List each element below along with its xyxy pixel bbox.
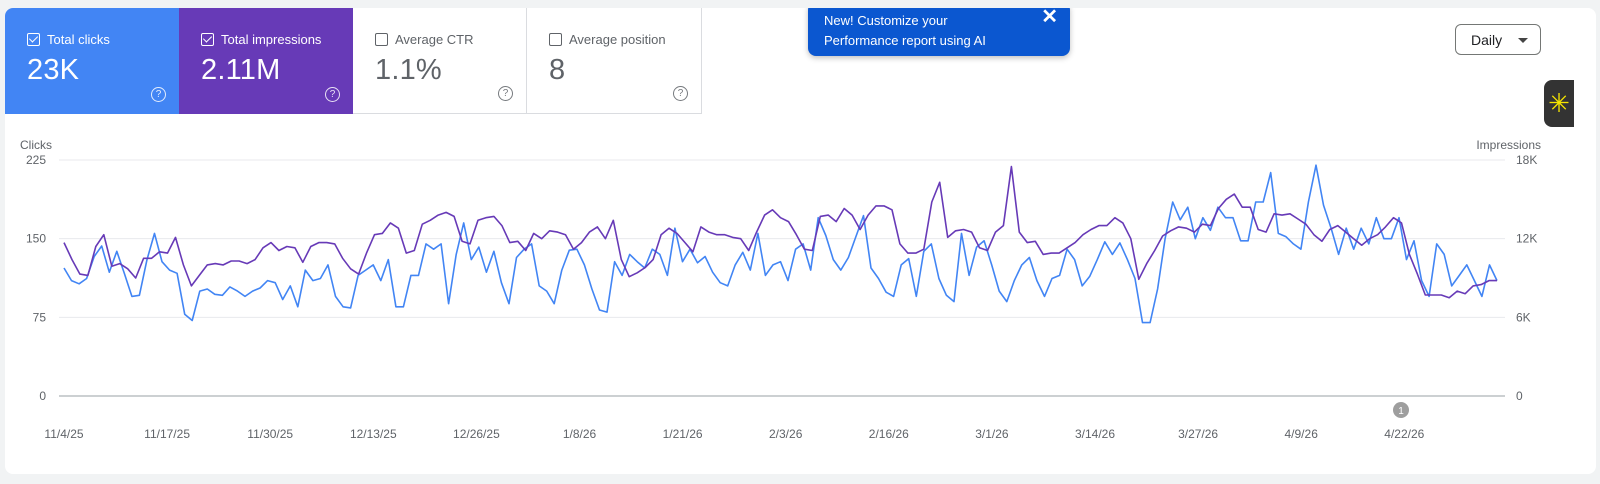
x-axis-tick-label: 3/1/26	[975, 427, 1009, 441]
x-axis-tick-label: 3/27/26	[1178, 427, 1218, 441]
checkbox-checked-icon[interactable]	[201, 32, 214, 46]
right-axis-title: Impressions	[1476, 138, 1541, 152]
series-line-clicks	[63, 164, 1498, 324]
metric-card-average-ctr[interactable]: Average CTR 1.1% ?	[353, 8, 527, 114]
help-icon[interactable]: ?	[151, 87, 166, 102]
x-axis-tick-label: 4/22/26	[1384, 427, 1424, 441]
metric-value: 8	[549, 54, 566, 86]
x-axis-tick-label: 12/13/25	[350, 427, 397, 441]
granularity-dropdown[interactable]: Daily	[1455, 24, 1541, 55]
x-axis-tick-label: 11/17/25	[144, 427, 190, 441]
toast-line-1: New! Customize your	[824, 13, 948, 28]
performance-chart: Clicks Impressions 0 75 150 225 0 6K 12K 18K 1…	[20, 138, 1541, 441]
performance-panel: Total clicks 23K ? Total impressions 2.1…	[5, 8, 1596, 474]
metric-value: 2.11M	[201, 54, 281, 86]
left-axis-tick-label: 225	[26, 153, 46, 167]
right-axis-tick-label: 0	[1516, 389, 1523, 403]
help-icon[interactable]: ?	[325, 87, 340, 102]
x-axis-tick-label: 2/16/26	[869, 427, 909, 441]
annotation-circle	[1393, 402, 1409, 418]
annotation-label: 1	[1398, 406, 1404, 417]
right-axis-tick-label: 12K	[1516, 232, 1537, 246]
x-axis-tick-label: 2/3/26	[769, 427, 803, 441]
metric-label: Average position	[569, 31, 666, 47]
help-icon[interactable]: ?	[498, 86, 513, 101]
metric-value: 23K	[27, 54, 80, 86]
metric-card-total-clicks[interactable]: Total clicks 23K ?	[5, 8, 179, 114]
left-axis-title: Clicks	[20, 138, 52, 152]
metric-label: Total clicks	[47, 31, 110, 47]
right-axis-tick-label: 6K	[1516, 310, 1531, 324]
granularity-label: Daily	[1471, 32, 1503, 48]
checkbox-unchecked-icon[interactable]	[549, 32, 562, 46]
left-axis-tick-label: 150	[26, 232, 46, 246]
toast-line-2: Performance report using AI	[824, 33, 986, 48]
metric-label: Total impressions	[221, 31, 322, 47]
x-axis-tick-label: 12/26/25	[453, 427, 500, 441]
x-axis-tick-label: 3/14/26	[1075, 427, 1115, 441]
chart-gridlines	[59, 159, 1505, 397]
ai-customize-toast: New! Customize your Performance report u…	[808, 8, 1070, 56]
metric-card-header: Average position	[549, 30, 701, 48]
left-axis-tick-label: 0	[39, 389, 46, 403]
x-axis-tick-label: 1/8/26	[563, 427, 597, 441]
metric-card-total-impressions[interactable]: Total impressions 2.11M ?	[179, 8, 353, 114]
checkbox-checked-icon[interactable]	[27, 32, 40, 46]
left-axis-tick-label: 75	[33, 310, 47, 324]
x-axis-tick-label: 1/21/26	[663, 427, 703, 441]
x-axis-tick-label: 4/9/26	[1285, 427, 1319, 441]
metric-card-header: Total clicks	[27, 30, 179, 48]
metric-card-header: Average CTR	[375, 30, 526, 48]
sparkle-widget-icon[interactable]: ✳	[1544, 80, 1574, 127]
metric-card-header: Total impressions	[201, 30, 353, 48]
annotation-marker[interactable]: 1	[1393, 402, 1409, 418]
metric-value: 1.1%	[375, 54, 442, 86]
metric-card-average-position[interactable]: Average position 8 ?	[527, 8, 702, 114]
x-axis-tick-label: 11/30/25	[247, 427, 293, 441]
series-line-impressions	[63, 165, 1497, 299]
right-axis-tick-label: 18K	[1516, 153, 1537, 167]
metric-label: Average CTR	[395, 31, 474, 47]
help-icon[interactable]: ?	[673, 86, 688, 101]
caret-down-icon	[1518, 38, 1528, 43]
close-icon[interactable]: ✕	[1041, 8, 1058, 28]
checkbox-unchecked-icon[interactable]	[375, 32, 388, 46]
x-axis-tick-label: 11/4/25	[44, 427, 83, 441]
